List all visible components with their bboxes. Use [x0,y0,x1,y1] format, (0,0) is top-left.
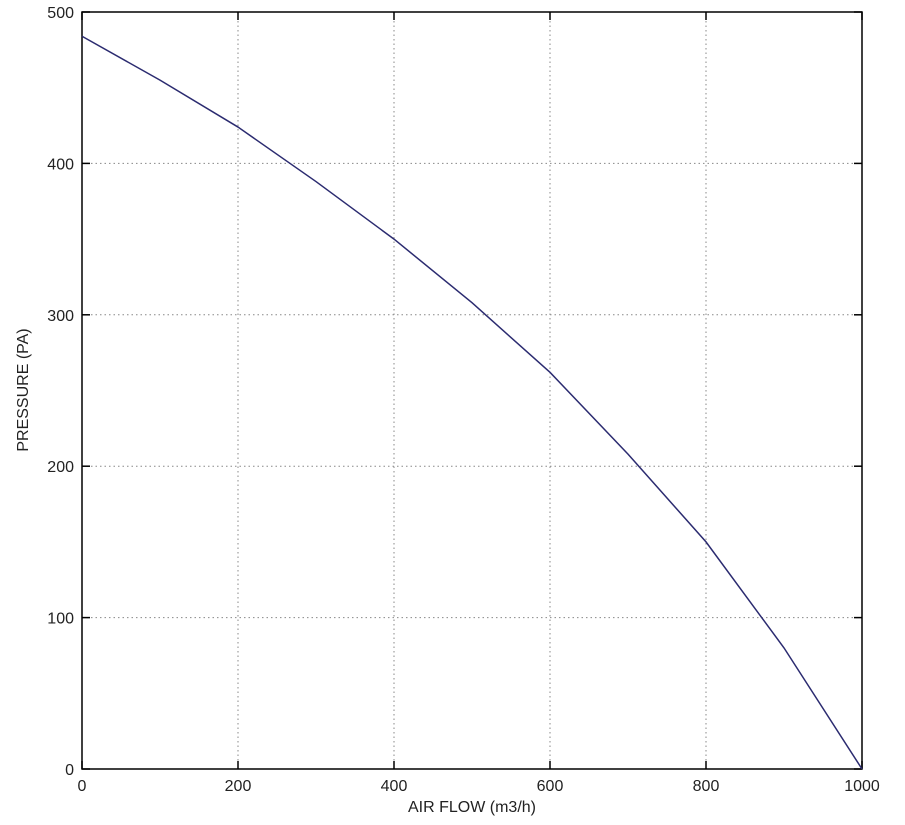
y-tick-label: 0 [65,762,74,779]
x-tick-label: 1000 [844,778,880,795]
line-series [81,35,863,770]
x-tick-label: 400 [381,778,408,795]
y-tick-label: 100 [47,611,74,628]
x-tick-label: 800 [693,778,720,795]
y-tick-label: 200 [47,459,74,476]
y-tick-label: 400 [47,156,74,173]
y-tick-label: 300 [47,308,74,325]
y-tick-label: 500 [47,5,74,22]
x-tick-label: 600 [537,778,564,795]
x-tick-label: 200 [225,778,252,795]
plot-frame [81,11,863,770]
x-axis-label: AIR FLOW (m3/h) [408,799,536,816]
x-tick-label: 0 [78,778,87,795]
y-axis-label: PRESSURE (PA) [15,328,32,451]
